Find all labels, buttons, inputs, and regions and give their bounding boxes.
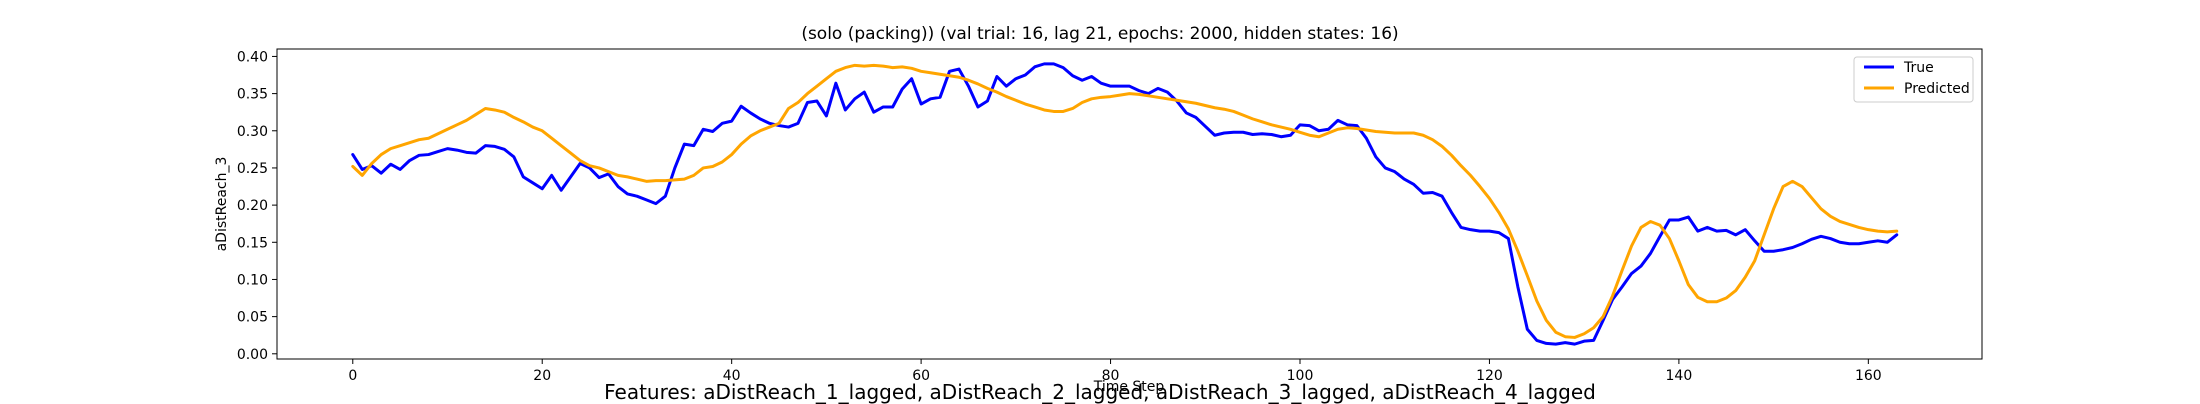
x-tick-label: 60: [912, 368, 930, 384]
plot-area: 0 20 40 60 80 100 120 140 160 0.000.050.100.150.…: [237, 48, 1983, 384]
series-line-predicted: [351, 63, 1899, 339]
y-tick-label: 0.25: [237, 161, 268, 177]
y-tick-label: 0.00: [237, 347, 268, 363]
legend-label-predicted: Predicted: [1904, 81, 1970, 97]
x-tick-label: 160: [1855, 368, 1882, 384]
plot-frame: [276, 48, 1983, 360]
y-axis: 0.00 0.05 0.10 0.15 0.20 0.25 0.30 0.35 0.40: [237, 49, 277, 363]
x-tick-label: 20: [533, 368, 551, 384]
chart-title: (solo (packing)) (val trial: 16, lag 21,…: [801, 24, 1398, 44]
series-layer: [351, 62, 1899, 346]
x-tick-label: 100: [1287, 368, 1314, 384]
legend-label-true: True: [1903, 60, 1934, 76]
x-tick-label: 140: [1666, 368, 1693, 384]
x-tick-label: 120: [1476, 368, 1503, 384]
y-tick-label: 0.10: [237, 272, 268, 288]
y-tick-label: 0.40: [237, 49, 268, 65]
x-tick-label: 80: [1102, 368, 1120, 384]
features-caption: Features: aDistReach_1_lagged, aDistReac…: [604, 380, 1596, 404]
x-tick-label: 40: [723, 368, 741, 384]
legend: True Predicted: [1853, 56, 1974, 103]
x-axis: 0 20 40 60 80 100 120 140 160: [348, 359, 1882, 384]
y-axis-label: aDistReach_3: [214, 157, 230, 252]
y-tick-label: 0.20: [237, 198, 268, 214]
y-tick-label: 0.35: [237, 87, 268, 103]
x-axis-label: Time Step: [1093, 379, 1165, 395]
x-tick-label: 0: [348, 368, 357, 384]
y-tick-label: 0.05: [237, 310, 268, 326]
series-line-true: [351, 62, 1899, 346]
y-tick-label: 0.30: [237, 124, 268, 140]
y-tick-label: 0.15: [237, 235, 268, 251]
